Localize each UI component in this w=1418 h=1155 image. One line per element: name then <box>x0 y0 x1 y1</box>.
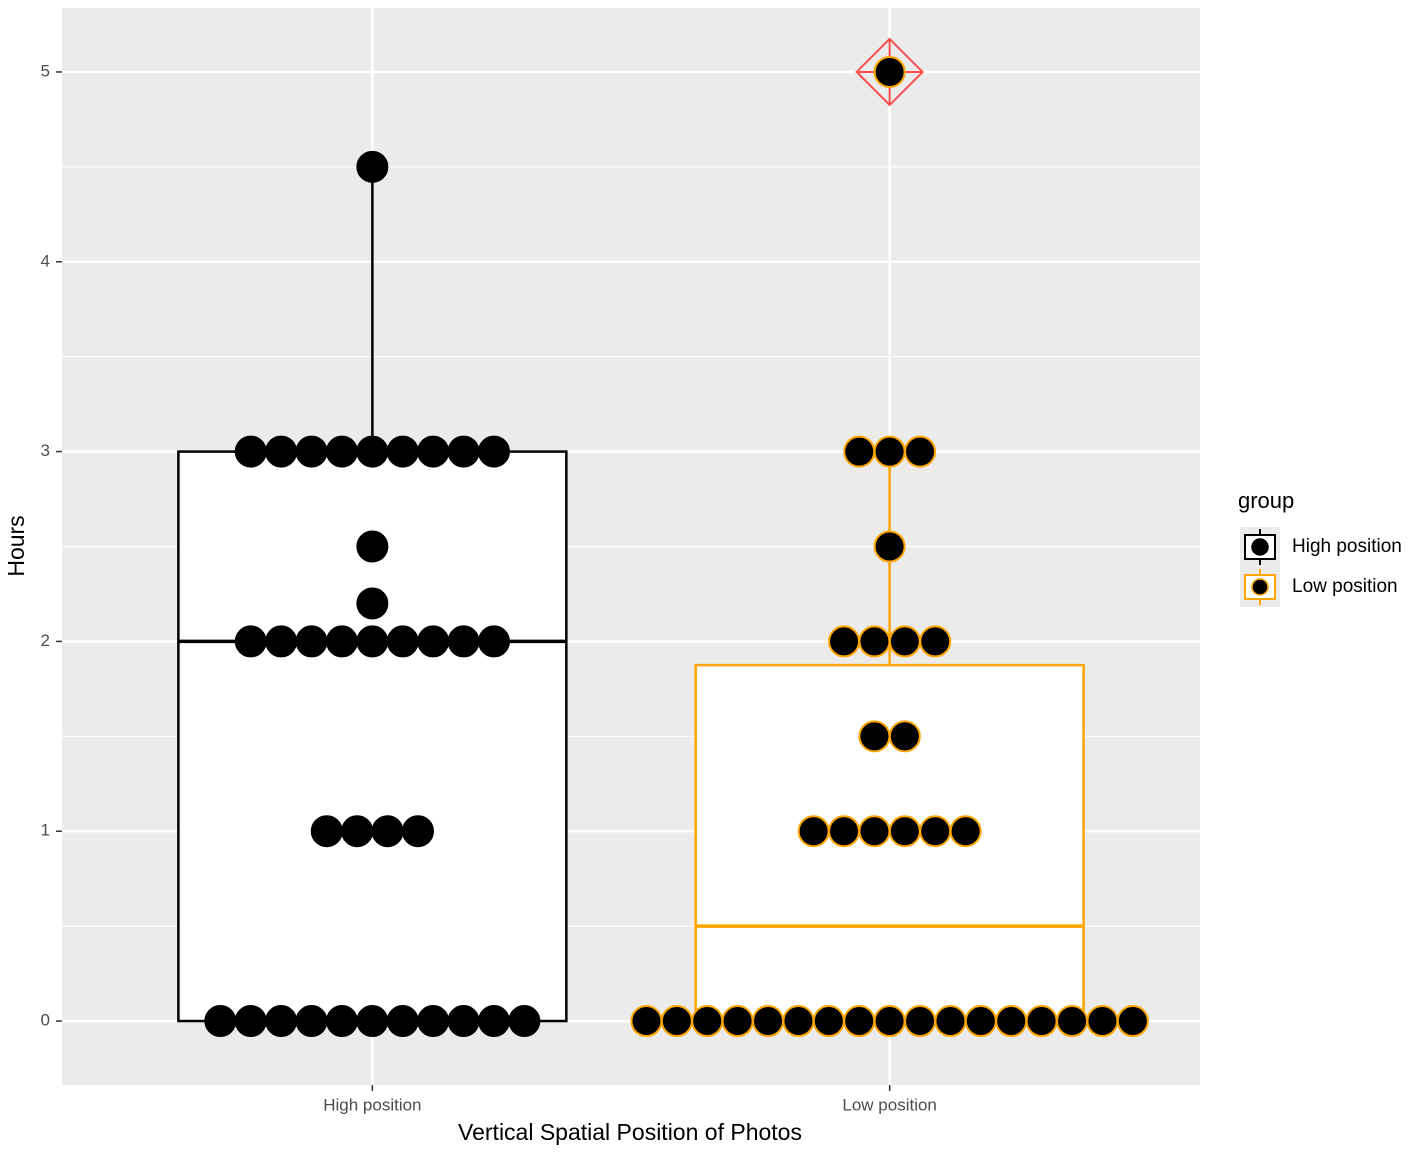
dot <box>1025 1005 1058 1038</box>
dot <box>691 1005 724 1038</box>
dot <box>858 815 891 848</box>
dot <box>1116 1005 1149 1038</box>
dot <box>828 625 861 658</box>
dot <box>995 1005 1028 1038</box>
dot <box>356 625 389 658</box>
dot <box>477 625 510 658</box>
dot <box>325 1005 358 1038</box>
dot <box>265 625 298 658</box>
dot <box>721 1005 754 1038</box>
dot <box>265 435 298 468</box>
dot <box>447 1005 480 1038</box>
dot <box>447 435 480 468</box>
x-tick-label: High position <box>323 1095 421 1114</box>
dot <box>386 435 419 468</box>
dot <box>873 1005 906 1038</box>
legend-label: High position <box>1292 536 1402 557</box>
legend-key-dot <box>1251 578 1269 596</box>
dot <box>904 435 937 468</box>
dot <box>873 435 906 468</box>
dot <box>295 625 328 658</box>
x-axis-title: Vertical Spatial Position of Photos <box>458 1119 802 1145</box>
dot <box>447 625 480 658</box>
dot <box>1056 1005 1089 1038</box>
y-tick-label: 4 <box>41 251 50 270</box>
dot <box>949 815 982 848</box>
dot <box>660 1005 693 1038</box>
dot <box>386 1005 419 1038</box>
dot <box>356 435 389 468</box>
dot <box>341 815 374 848</box>
dot <box>1086 1005 1119 1038</box>
y-tick-label: 5 <box>41 61 50 80</box>
dot <box>234 435 267 468</box>
dot <box>356 530 389 563</box>
dot <box>934 1005 967 1038</box>
dot <box>477 1005 510 1038</box>
dot <box>888 815 921 848</box>
legend-key-dot <box>1251 538 1269 556</box>
dot <box>234 1005 267 1038</box>
y-tick-label: 3 <box>41 441 50 460</box>
dot <box>325 435 358 468</box>
plot <box>177 37 1149 1038</box>
dot <box>630 1005 663 1038</box>
y-tick-label: 1 <box>41 821 50 840</box>
dot <box>356 150 389 183</box>
dot <box>843 1005 876 1038</box>
dot <box>919 625 952 658</box>
box <box>694 663 1085 1023</box>
dot <box>417 1005 450 1038</box>
dot <box>325 625 358 658</box>
dot <box>782 1005 815 1038</box>
legend-label: Low position <box>1292 576 1398 597</box>
dot <box>265 1005 298 1038</box>
dot <box>508 1005 541 1038</box>
dot <box>417 435 450 468</box>
dot <box>356 1005 389 1038</box>
dot <box>295 1005 328 1038</box>
dot <box>873 55 906 88</box>
dot <box>310 815 343 848</box>
y-tick-label: 2 <box>41 631 50 650</box>
dot <box>964 1005 997 1038</box>
dot <box>843 435 876 468</box>
dot <box>858 625 891 658</box>
dot <box>888 625 921 658</box>
x-tick-label: Low position <box>842 1095 937 1114</box>
dot <box>295 435 328 468</box>
dot <box>812 1005 845 1038</box>
dot <box>858 720 891 753</box>
dot <box>828 815 861 848</box>
dot <box>204 1005 237 1038</box>
y-tick-label: 0 <box>41 1011 50 1030</box>
dot <box>401 815 434 848</box>
legend: High position Low position <box>1240 527 1402 607</box>
dot <box>752 1005 785 1038</box>
dot <box>919 815 952 848</box>
dot <box>873 530 906 563</box>
dot <box>417 625 450 658</box>
dot <box>904 1005 937 1038</box>
dot <box>797 815 830 848</box>
dot <box>386 625 419 658</box>
dot <box>371 815 404 848</box>
dot <box>356 587 389 620</box>
legend-title: group <box>1238 488 1294 513</box>
dot <box>234 625 267 658</box>
dot <box>477 435 510 468</box>
dot <box>888 720 921 753</box>
y-axis-title: Hours <box>3 515 29 576</box>
